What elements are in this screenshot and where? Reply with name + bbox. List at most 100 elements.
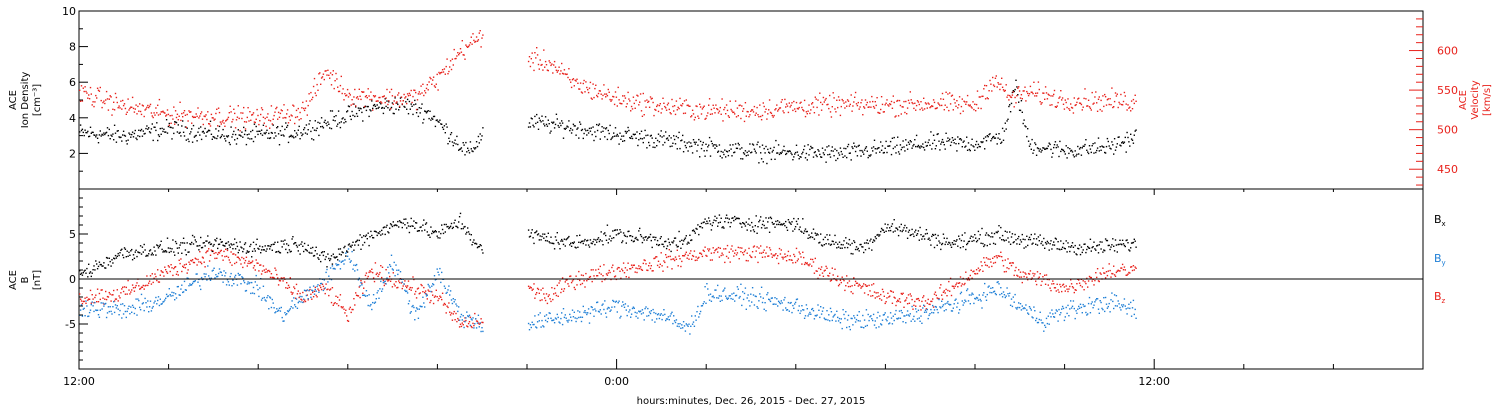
bz-point xyxy=(96,301,98,303)
velocity-point xyxy=(150,112,153,114)
bz-point xyxy=(795,247,798,250)
bx-point xyxy=(456,225,458,228)
by-point xyxy=(94,301,96,304)
velocity-point xyxy=(956,100,958,102)
velocity-point xyxy=(97,89,100,91)
bx-point xyxy=(361,236,363,239)
density-point xyxy=(697,144,699,146)
density-point xyxy=(661,136,663,138)
velocity-point xyxy=(1079,102,1082,104)
by-point xyxy=(150,310,153,312)
density-point xyxy=(724,149,726,151)
velocity-point xyxy=(399,100,402,102)
velocity-point xyxy=(134,108,136,110)
velocity-point xyxy=(656,105,658,108)
by-point xyxy=(167,295,170,297)
density-point xyxy=(466,151,468,153)
bz-point xyxy=(468,321,471,323)
bz-point xyxy=(1087,280,1090,282)
bz-point xyxy=(406,285,409,287)
density-point xyxy=(1062,149,1065,152)
bx-point xyxy=(120,249,122,251)
bz-point xyxy=(92,298,94,300)
by-point xyxy=(711,296,713,298)
by-point xyxy=(770,297,773,299)
by-point xyxy=(799,312,801,314)
bx-point xyxy=(544,233,546,235)
bz-point xyxy=(386,278,388,281)
bx-point xyxy=(331,263,334,265)
by-point xyxy=(693,325,696,327)
bz-point xyxy=(104,298,106,300)
velocity-point xyxy=(895,115,897,117)
bz-point xyxy=(1127,273,1129,275)
bx-point xyxy=(353,249,355,251)
by-point xyxy=(757,307,759,309)
density-point xyxy=(199,134,201,136)
by-point xyxy=(286,313,288,315)
bz-point xyxy=(784,253,786,255)
by-point xyxy=(181,284,183,286)
velocity-point xyxy=(833,97,835,99)
velocity-point xyxy=(881,103,884,106)
bz-point xyxy=(785,256,787,258)
velocity-point xyxy=(464,58,466,60)
density-point xyxy=(918,146,920,148)
bz-point xyxy=(581,282,584,285)
bz-point xyxy=(186,272,188,274)
density-point xyxy=(533,126,535,128)
density-point xyxy=(460,147,463,149)
bz-point xyxy=(605,273,608,275)
density-point xyxy=(698,138,700,141)
velocity-point xyxy=(898,99,901,102)
bz-point xyxy=(751,256,753,259)
velocity-point xyxy=(800,101,802,103)
by-point xyxy=(214,277,216,279)
velocity-point xyxy=(466,45,468,48)
by-point xyxy=(1068,315,1070,317)
velocity-point xyxy=(1056,105,1058,107)
bz-point xyxy=(984,261,986,264)
velocity-point xyxy=(606,95,609,97)
bx-point xyxy=(111,259,113,261)
velocity-point xyxy=(1005,84,1007,86)
bx-point xyxy=(444,231,446,233)
velocity-point xyxy=(389,108,392,110)
density-point xyxy=(983,137,985,140)
by-point xyxy=(805,304,808,306)
density-point xyxy=(570,127,572,130)
by-point xyxy=(1130,301,1132,304)
by-point xyxy=(393,261,395,264)
density-point xyxy=(837,157,839,160)
density-point xyxy=(739,148,741,150)
density-point xyxy=(277,133,280,135)
bz-point xyxy=(275,269,277,271)
bz-point xyxy=(676,249,678,251)
density-point xyxy=(243,126,245,129)
velocity-point xyxy=(1111,87,1113,89)
velocity-point xyxy=(480,46,482,48)
velocity-point xyxy=(807,110,809,112)
density-point xyxy=(557,124,559,127)
velocity-point xyxy=(1066,106,1068,109)
by-point xyxy=(128,305,130,307)
bz-point xyxy=(1054,287,1057,289)
bx-point xyxy=(269,245,272,248)
velocity-point xyxy=(597,92,600,95)
velocity-point xyxy=(574,79,576,81)
density-point xyxy=(751,151,753,153)
bz-point xyxy=(635,267,637,269)
velocity-point xyxy=(753,105,756,108)
density-point xyxy=(406,98,409,101)
density-point xyxy=(387,107,389,109)
by-point xyxy=(1041,322,1043,324)
by-point xyxy=(289,308,291,310)
density-point xyxy=(1041,149,1043,152)
by-point xyxy=(829,307,832,310)
bz-point xyxy=(556,284,558,287)
bz-point xyxy=(979,269,981,271)
bz-point xyxy=(195,258,197,260)
velocity-point xyxy=(639,93,642,95)
velocity-point xyxy=(699,103,701,105)
by-point xyxy=(820,306,822,308)
